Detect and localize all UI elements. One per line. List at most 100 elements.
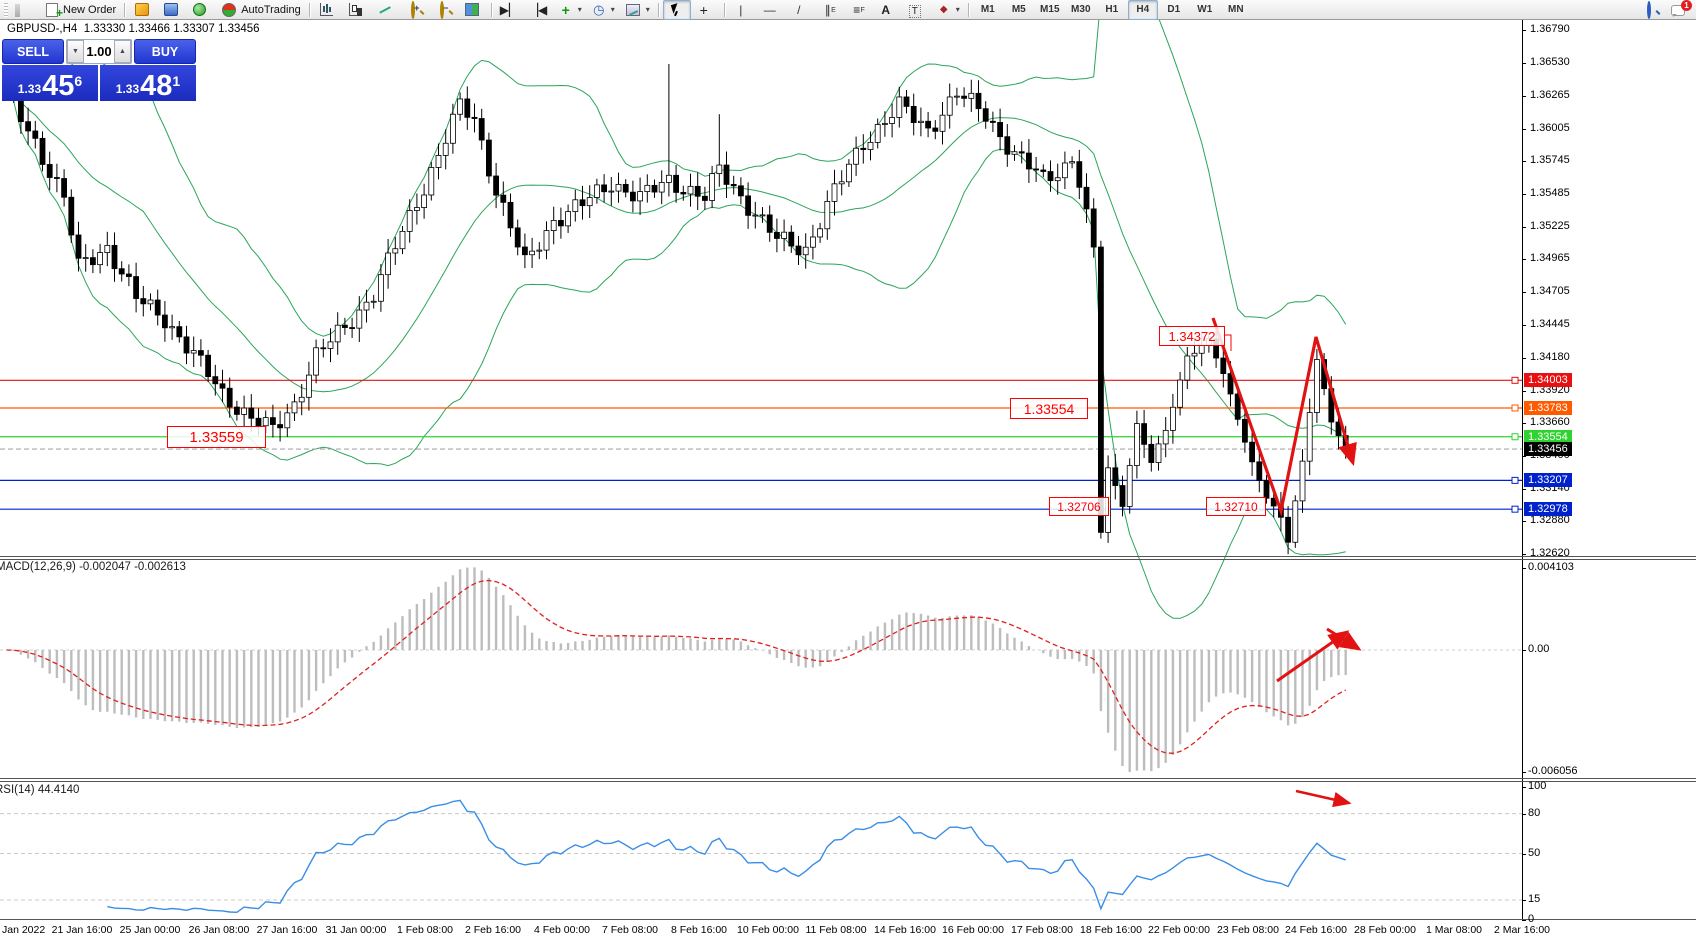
price-annotation[interactable]: 1.34372	[1159, 326, 1225, 346]
chart-partial-icon[interactable]	[11, 0, 39, 20]
time-axis-label[interactable]: 16 Feb 00:00	[942, 924, 1004, 936]
price-axis-tick[interactable]	[1522, 227, 1526, 228]
rsi-axis-label[interactable]: 50	[1528, 847, 1541, 859]
price-line-badge[interactable]: 1.33554	[1524, 430, 1572, 444]
trend-projection-arrow[interactable]	[1211, 317, 1357, 518]
price-axis-tick[interactable]	[1522, 325, 1526, 326]
depth-of-market-icon[interactable]	[129, 0, 157, 20]
price-axis-label[interactable]: 1.32880	[1530, 514, 1570, 526]
time-axis-label[interactable]: 31 Jan 00:00	[325, 924, 387, 936]
price-axis-tick[interactable]	[1522, 161, 1526, 162]
price-axis-label[interactable]: 1.35225	[1530, 220, 1570, 232]
price-axis-tick[interactable]	[1522, 129, 1526, 130]
price-axis-tick[interactable]	[1522, 554, 1526, 555]
macd-arrow[interactable]	[1326, 627, 1362, 651]
time-axis-label[interactable]: 10 Feb 00:00	[737, 924, 799, 936]
timeframe-m5-button[interactable]: M5	[1011, 4, 1026, 15]
price-axis-label[interactable]: 1.34445	[1530, 318, 1570, 330]
price-axis-label[interactable]: 1.36790	[1530, 23, 1570, 35]
time-axis-label[interactable]: 26 Jan 08:00	[188, 924, 250, 936]
price-axis-tick[interactable]	[1522, 63, 1526, 64]
price-axis-tick[interactable]	[1522, 423, 1526, 424]
rsi-axis-label[interactable]: 100	[1528, 780, 1547, 792]
macd-axis-label[interactable]: -0.006056	[1528, 765, 1578, 777]
tile-windows-icon[interactable]	[459, 0, 487, 20]
price-axis-label[interactable]: 1.36265	[1530, 89, 1570, 101]
arrows-tool-button[interactable]: ◆ ▾	[932, 0, 964, 20]
rsi-axis-tick[interactable]	[1522, 787, 1526, 788]
volume-decrease-button[interactable]: ▼	[67, 40, 84, 63]
time-axis-label[interactable]: 1 Mar 08:00	[1425, 924, 1483, 936]
text-tool-button[interactable]: A	[874, 0, 902, 20]
line-endpoint-marker[interactable]	[1511, 433, 1519, 441]
rsi-arrow[interactable]	[1295, 789, 1352, 808]
price-axis-tick[interactable]	[1522, 456, 1526, 457]
cursor-tool-button[interactable]	[662, 0, 691, 20]
vertical-line-tool-button[interactable]: |	[729, 0, 757, 20]
price-axis-label[interactable]: 1.34965	[1530, 252, 1570, 264]
periods-button[interactable]: ◷ ▾	[587, 0, 619, 20]
rsi-axis-label[interactable]: 80	[1528, 807, 1541, 819]
price-axis-label[interactable]: 1.34705	[1530, 285, 1570, 297]
price-annotation[interactable]: 1.33559	[167, 426, 266, 448]
trendline-tool-button[interactable]: /	[787, 0, 815, 20]
price-axis-label[interactable]: 1.32620	[1530, 547, 1570, 559]
time-axis-label[interactable]: 8 Feb 16:00	[670, 924, 728, 936]
search-button[interactable]	[1637, 0, 1665, 20]
bollinger-band-line[interactable]	[6, 20, 1347, 337]
macd-axis-label[interactable]: 0.004103	[1528, 561, 1574, 573]
channel-tool-button[interactable]: ∥ E	[816, 0, 844, 20]
sell-price[interactable]: 1.33 45 6	[2, 65, 98, 101]
volume-value[interactable]: 1.00	[86, 44, 112, 59]
zoom-in-icon[interactable]: +	[401, 0, 429, 20]
time-axis-label[interactable]: 1 Feb 08:00	[396, 924, 454, 936]
bar-chart-icon[interactable]	[314, 0, 342, 20]
rsi-axis-tick[interactable]	[1522, 854, 1526, 855]
price-axis-label[interactable]: 1.35485	[1530, 187, 1570, 199]
macd-axis-tick[interactable]	[1522, 772, 1526, 773]
bollinger-band-line[interactable]	[6, 87, 1346, 439]
current-price-badge[interactable]: 1.33456	[1524, 442, 1572, 456]
price-axis-label[interactable]: 1.35745	[1530, 154, 1570, 166]
zoom-out-icon[interactable]: −	[430, 0, 458, 20]
templates-button[interactable]: ▾	[620, 0, 654, 20]
price-line-badge[interactable]: 1.34003	[1524, 373, 1572, 387]
timeframe-m15-button[interactable]: M15	[1040, 4, 1060, 15]
line-chart-icon[interactable]	[372, 0, 400, 20]
rsi-axis-label[interactable]: 15	[1528, 893, 1541, 905]
time-axis-label[interactable]: 21 Jan 16:00	[51, 924, 113, 936]
new-order-button[interactable]: New Order	[40, 0, 120, 21]
timeframe-w1-button[interactable]: W1	[1197, 4, 1213, 15]
time-axis-label[interactable]: 25 Jan 00:00	[119, 924, 181, 936]
price-axis-tick[interactable]	[1522, 292, 1526, 293]
line-endpoint-marker[interactable]	[1511, 376, 1519, 384]
time-axis-label[interactable]: 23 Feb 08:00	[1217, 924, 1279, 936]
timeframe-h1-button[interactable]: H1	[1105, 4, 1119, 15]
time-axis-label[interactable]: 24 Feb 16:00	[1285, 924, 1347, 936]
timeframe-d1-button[interactable]: D1	[1167, 4, 1181, 15]
crosshair-tool-button[interactable]: +	[692, 0, 720, 20]
line-endpoint-marker[interactable]	[1511, 476, 1519, 484]
price-axis-label[interactable]: 1.33920	[1530, 384, 1570, 396]
time-axis-label[interactable]: 11 Feb 08:00	[805, 924, 867, 936]
macd-axis-label[interactable]: 0.00	[1528, 643, 1550, 655]
time-axis-label[interactable]: 14 Feb 16:00	[874, 924, 936, 936]
macd-rsi-divider[interactable]	[0, 778, 1696, 782]
chart-shift-icon[interactable]: ▕◀	[525, 0, 553, 20]
price-line-badge[interactable]: 1.32978	[1524, 502, 1572, 516]
price-axis-tick[interactable]	[1522, 194, 1526, 195]
price-annotation[interactable]: 1.32710	[1206, 497, 1266, 516]
price-annotation[interactable]: 1.33554	[1010, 398, 1088, 419]
chat-button[interactable]: 1	[1666, 0, 1694, 20]
fibonacci-tool-button[interactable]: ≡ F	[845, 0, 873, 20]
time-axis-label[interactable]: 7 Feb 08:00	[601, 924, 659, 936]
macd-axis-tick[interactable]	[1522, 568, 1526, 569]
candlestick-chart-icon[interactable]	[343, 0, 371, 20]
autotrading-button[interactable]: AutoTrading	[216, 0, 305, 20]
chart-canvas[interactable]	[0, 20, 1696, 938]
rsi-axis-tick[interactable]	[1522, 900, 1526, 901]
sell-button[interactable]: SELL	[2, 39, 64, 64]
rsi-axis-tick[interactable]	[1522, 814, 1526, 815]
time-axis-label[interactable]: 17 Feb 08:00	[1011, 924, 1073, 936]
time-axis-label[interactable]: 27 Jan 16:00	[256, 924, 318, 936]
